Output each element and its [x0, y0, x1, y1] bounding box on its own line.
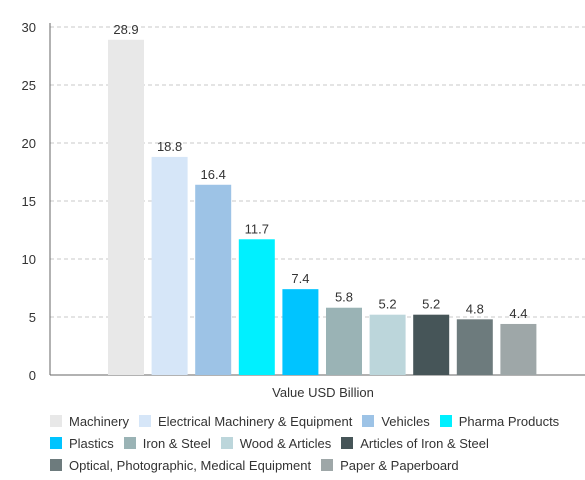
legend-item[interactable]: Iron & Steel [123, 435, 211, 451]
legend-item[interactable]: Optical, Photographic, Medical Equipment [50, 457, 311, 473]
bar-value-label: 7.4 [291, 271, 309, 286]
legend-label: Paper & Paperboard [340, 457, 459, 473]
legend-label: Vehicles [381, 413, 430, 429]
bar [456, 319, 493, 375]
legend-swatch [439, 415, 452, 427]
y-tick-label: 30 [22, 20, 36, 35]
bar-value-label: 5.8 [335, 290, 353, 305]
legend-item[interactable]: Pharma Products [439, 413, 560, 429]
bar [238, 239, 275, 375]
legend-label: Plastics [69, 435, 114, 451]
legend-item[interactable]: Electrical Machinery & Equipment [138, 413, 353, 429]
bar-value-label: 11.7 [245, 221, 269, 236]
bar [326, 307, 362, 375]
legend-label: Iron & Steel [142, 435, 211, 451]
legend-swatch [50, 415, 62, 427]
y-tick-label: 10 [22, 252, 36, 267]
bar-value-label: 4.8 [466, 301, 484, 316]
y-tick-label: 0 [29, 368, 36, 383]
legend-swatch [50, 437, 62, 449]
legend-item[interactable]: Machinery [50, 413, 129, 429]
legend-item[interactable]: Vehicles [362, 413, 430, 429]
legend-swatch [321, 459, 334, 471]
bar [108, 39, 144, 375]
bar-value-label: 16.4 [201, 167, 226, 182]
legend-label: Wood & Articles [239, 435, 332, 451]
legend-label: Pharma Products [458, 413, 560, 429]
bar-value-label: 18.8 [157, 139, 182, 154]
bar-value-label: 4.4 [509, 306, 527, 321]
legend-item[interactable]: Articles of Iron & Steel [341, 435, 489, 451]
y-tick-label: 20 [22, 136, 36, 151]
bar-value-label: 28.9 [113, 22, 138, 37]
legend-label: Articles of Iron & Steel [360, 435, 489, 451]
bar [500, 323, 537, 375]
legend-swatch [138, 415, 151, 427]
legend-item[interactable]: Plastics [50, 435, 114, 451]
y-tick-label: 5 [29, 310, 36, 325]
bar [195, 184, 232, 375]
bar [413, 314, 450, 375]
legend-swatch [362, 415, 375, 427]
x-axis-label: Value USD Billion [272, 385, 374, 400]
legend-swatch [50, 459, 62, 471]
bar [282, 289, 319, 375]
bar [151, 156, 188, 375]
y-tick-label: 25 [22, 78, 36, 93]
legend-label: Optical, Photographic, Medical Equipment [69, 457, 312, 473]
legend-item[interactable]: Paper & Paperboard [321, 457, 459, 473]
bar [369, 314, 406, 375]
legend-item[interactable]: Wood & Articles [220, 435, 332, 451]
chart-legend: Machinery Electrical Machinery & Equipmen… [50, 413, 580, 473]
bar-value-label: 5.2 [422, 297, 440, 312]
legend-swatch [123, 437, 136, 449]
legend-label: Electrical Machinery & Equipment [157, 413, 353, 429]
y-tick-label: 15 [22, 194, 36, 209]
legend-label: Machinery [69, 413, 129, 429]
bar-chart: 0 5 10 15 20 25 30 28.9 18.8 16.4 11.7 7.4 5.8 5.2 5.2… [22, 20, 585, 400]
legend-swatch [341, 437, 354, 449]
bar-value-label: 5.2 [379, 297, 397, 312]
legend-swatch [220, 437, 233, 449]
